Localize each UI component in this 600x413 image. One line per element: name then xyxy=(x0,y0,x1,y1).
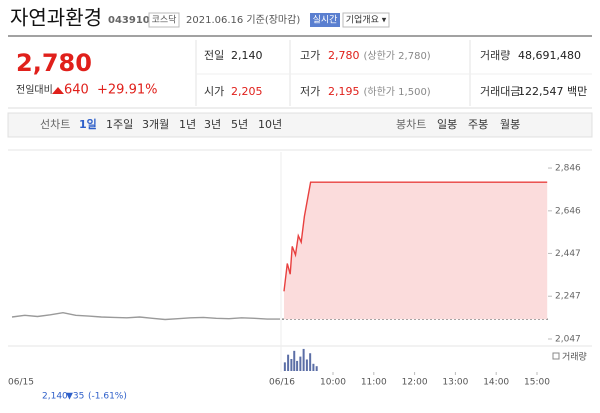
stat-label: 시가 xyxy=(204,85,224,98)
tab[interactable]: 3년 xyxy=(204,118,221,131)
price: 2,780 xyxy=(16,49,92,77)
prev-change: ▼35 xyxy=(66,392,84,402)
tab[interactable]: 일봉 xyxy=(437,117,457,131)
y-tick-label: 2,047 xyxy=(555,335,581,345)
volume-bar xyxy=(283,362,286,371)
x-tick-label: 11:00 xyxy=(361,378,387,388)
tab[interactable]: 월봉 xyxy=(500,118,520,131)
stat-label: 거래량 xyxy=(480,49,510,62)
stock-name: 자연과환경 xyxy=(10,6,102,30)
stat-value: 2,205 xyxy=(231,85,263,98)
tab[interactable]: 3개월 xyxy=(142,118,169,131)
overview-button[interactable] xyxy=(342,12,390,28)
tab[interactable]: 1일 xyxy=(79,117,97,131)
stat-value: 2,780 xyxy=(328,49,360,62)
stat-note: (상한가 2,780) xyxy=(364,50,431,62)
tab[interactable]: 10년 xyxy=(258,118,282,131)
tab-bar xyxy=(7,112,593,138)
tab-group-label: 봉차트 xyxy=(396,118,426,131)
y-tick-label: 2,247 xyxy=(555,292,581,302)
date-label: 06/15 xyxy=(8,378,34,388)
stat-label: 고가 xyxy=(300,49,320,62)
up-arrow-icon xyxy=(52,87,64,94)
stat-label: 거래대금 xyxy=(480,85,520,98)
market: 코스닥 xyxy=(152,15,177,26)
volume-label: 거래량 xyxy=(562,351,587,363)
area xyxy=(284,182,548,320)
volume-bar xyxy=(309,353,312,371)
overview[interactable]: 기업개요 ▾ xyxy=(346,15,387,26)
volume-bar xyxy=(315,366,318,371)
tab[interactable]: 1년 xyxy=(179,118,196,131)
line xyxy=(11,311,280,321)
stat-note: (하한가 1,500) xyxy=(364,85,431,98)
y-tick-label: 2,646 xyxy=(555,206,581,216)
volume-bar xyxy=(290,359,293,371)
volume-bar xyxy=(296,360,299,371)
date-label: 06/16 xyxy=(269,378,295,388)
volume-bar xyxy=(287,354,290,371)
tab[interactable]: 5년 xyxy=(231,118,248,131)
y-tick-label: 2,846 xyxy=(555,164,581,174)
volume-legend-icon xyxy=(552,352,560,360)
stat-value: 122,547 백만 xyxy=(518,85,587,98)
market-badge xyxy=(148,12,180,28)
stock-code: 043910 xyxy=(108,15,150,26)
date: 2021.06.16 기준(장마감) xyxy=(186,14,300,26)
volume-bar xyxy=(293,350,296,371)
volume-bar xyxy=(305,359,308,371)
change: 640 xyxy=(64,83,89,98)
stat-label: 저가 xyxy=(300,85,320,98)
tab[interactable]: 주봉 xyxy=(468,118,488,131)
volume-bar xyxy=(302,348,305,371)
realtime-badge[interactable] xyxy=(310,13,340,27)
change-label: 전일대비 xyxy=(16,84,53,96)
y-tick-label: 2,447 xyxy=(555,249,581,259)
stat-value: 2,140 xyxy=(231,49,263,62)
line xyxy=(283,181,548,292)
prev-pct: (-1.61%) xyxy=(88,392,127,402)
volume-bar xyxy=(312,363,315,371)
x-tick-label: 15:00 xyxy=(524,378,550,388)
x-tick-label: 13:00 xyxy=(442,378,468,388)
stat-value: 48,691,480 xyxy=(518,49,581,62)
volume-bar xyxy=(299,356,302,371)
x-tick-label: 14:00 xyxy=(483,378,509,388)
prev-close: 2,140 xyxy=(42,392,68,402)
realtime[interactable]: 실시간 xyxy=(313,15,338,26)
change-pct: +29.91% xyxy=(97,83,157,98)
x-tick-label: 10:00 xyxy=(320,378,346,388)
stat-value: 2,195 xyxy=(328,85,360,98)
tab-group-label: 선차트 xyxy=(40,118,70,131)
tab[interactable]: 1주일 xyxy=(106,117,133,131)
x-tick-label: 12:00 xyxy=(402,378,428,388)
stat-label: 전일 xyxy=(204,48,224,62)
